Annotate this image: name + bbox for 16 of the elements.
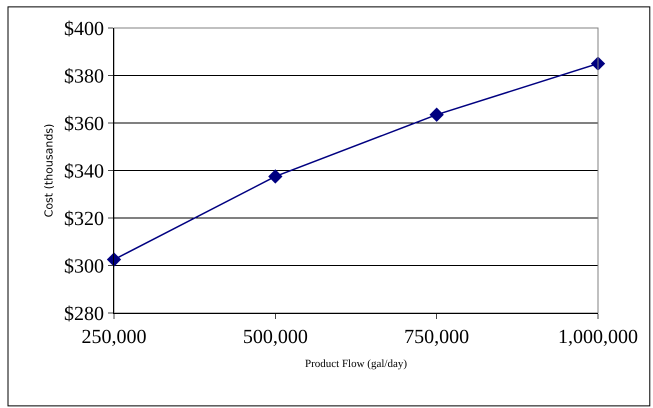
x-tick-label: 750,000 [404,326,470,348]
y-tick-label: $360 [64,113,104,135]
x-axis-title: Product Flow (gal/day) [304,358,408,370]
x-tick-label: 1,000,000 [558,326,638,348]
point [106,252,122,267]
x-tick-label: 500,000 [242,326,308,348]
y-tick-label: $340 [64,160,104,182]
y-tick-label: $320 [64,208,104,230]
point [430,108,444,122]
y-axis-title: Cost (thousands) [42,124,56,218]
x-tick-label: 250,000 [82,326,146,348]
y-tick-label: $400 [64,18,104,40]
y-tick-label: $280 [64,303,104,325]
y-tick-label: $300 [64,256,104,278]
y-tick-label: $380 [64,66,104,88]
point [268,169,282,184]
